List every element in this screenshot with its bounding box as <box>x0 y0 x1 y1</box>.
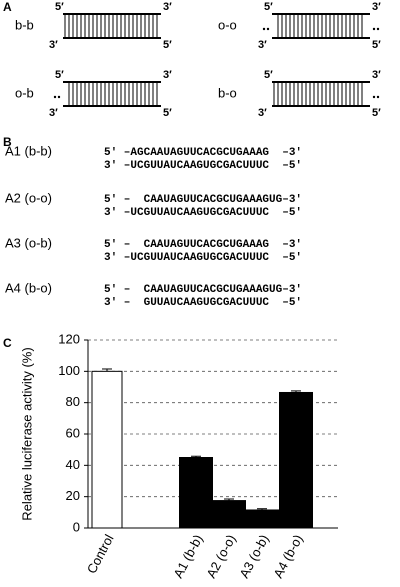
sequence: 5′ – CAAUAGUUCACGCUGAAAG –3′ <box>104 239 302 251</box>
overhang-dot <box>57 95 61 99</box>
y-axis-label: Relative luciferase activity (%) <box>19 347 34 520</box>
construct-name: A1 (b-b) <box>5 143 52 158</box>
panel-label: C <box>3 336 12 350</box>
bar <box>245 509 279 529</box>
error-bar <box>257 508 267 510</box>
overhang-dot <box>376 95 380 99</box>
sequence: 3′ –UCGUUAUCAAGUGCGACUUUC –5′ <box>104 252 302 264</box>
end-label: 3′ <box>372 1 381 13</box>
sequence: 3′ –UCGUUAUCAAGUGCGACUUUC –5′ <box>104 160 302 172</box>
end-label: 3′ <box>163 69 172 81</box>
y-tick-label: 0 <box>73 519 80 534</box>
sequence: 5′ – CAAUAGUUCACGCUGAAAGUG–3′ <box>104 194 302 206</box>
bar <box>91 370 123 529</box>
end-label: 3′ <box>258 39 267 51</box>
x-tick-label: Control <box>84 532 117 576</box>
panel-label: A <box>3 0 12 14</box>
end-label: 5′ <box>372 107 381 119</box>
construct-name: A3 (o-b) <box>5 235 52 250</box>
end-label: 5′ <box>55 1 64 13</box>
sequence: 5′ – CAAUAGUUCACGCUGAAAGUG–3′ <box>104 284 302 296</box>
end-label: 5′ <box>372 39 381 51</box>
end-label: 5′ <box>264 1 273 13</box>
duplex-name: b-b <box>15 17 34 32</box>
y-tick-label: 60 <box>66 425 80 440</box>
overhang-dot <box>372 27 376 31</box>
overhang-dot <box>376 27 380 31</box>
overhang-dot <box>372 95 376 99</box>
duplex-name: o-o <box>218 17 237 32</box>
sequence: 5′ –AGCAAUAGUUCACGCUGAAAG –3′ <box>104 147 302 159</box>
panel-label: B <box>3 135 12 149</box>
construct-name: A4 (b-o) <box>5 280 52 295</box>
y-tick-label: 100 <box>58 363 80 378</box>
bar <box>212 500 246 529</box>
x-tick-label: A4 (b-o) <box>270 532 305 581</box>
end-label: 5′ <box>55 69 64 81</box>
x-tick-label: A1 (b-b) <box>170 532 205 581</box>
end-label: 5′ <box>163 107 172 119</box>
overhang-dot <box>262 27 266 31</box>
overhang-dot <box>266 27 270 31</box>
error-bar <box>291 390 301 393</box>
bar <box>279 391 313 529</box>
error-bar <box>224 498 234 501</box>
sequence: 3′ –UCGUUAUCAAGUGCGACUUUC –5′ <box>104 207 302 219</box>
x-tick-label: A2 (o-o) <box>203 532 238 581</box>
y-tick-label: 40 <box>66 457 80 472</box>
sequence: 3′ – GUUAUCAAGUGCGACUUUC –5′ <box>104 297 302 309</box>
construct-name: A2 (o-o) <box>5 190 52 205</box>
duplex-name: o-b <box>15 85 34 100</box>
error-bar <box>102 368 112 372</box>
end-label: 3′ <box>49 39 58 51</box>
y-tick-label: 120 <box>58 331 80 346</box>
end-label: 5′ <box>163 39 172 51</box>
y-tick-label: 80 <box>66 394 80 409</box>
error-bar <box>191 455 201 458</box>
x-tick-label: A3 (o-b) <box>236 532 271 581</box>
overhang-dot <box>53 95 57 99</box>
end-label: 3′ <box>163 1 172 13</box>
end-label: 3′ <box>372 69 381 81</box>
end-label: 5′ <box>264 69 273 81</box>
bar <box>179 457 213 529</box>
end-label: 3′ <box>49 107 58 119</box>
duplex-name: b-o <box>218 85 237 100</box>
end-label: 3′ <box>258 107 267 119</box>
y-tick-label: 20 <box>66 488 80 503</box>
